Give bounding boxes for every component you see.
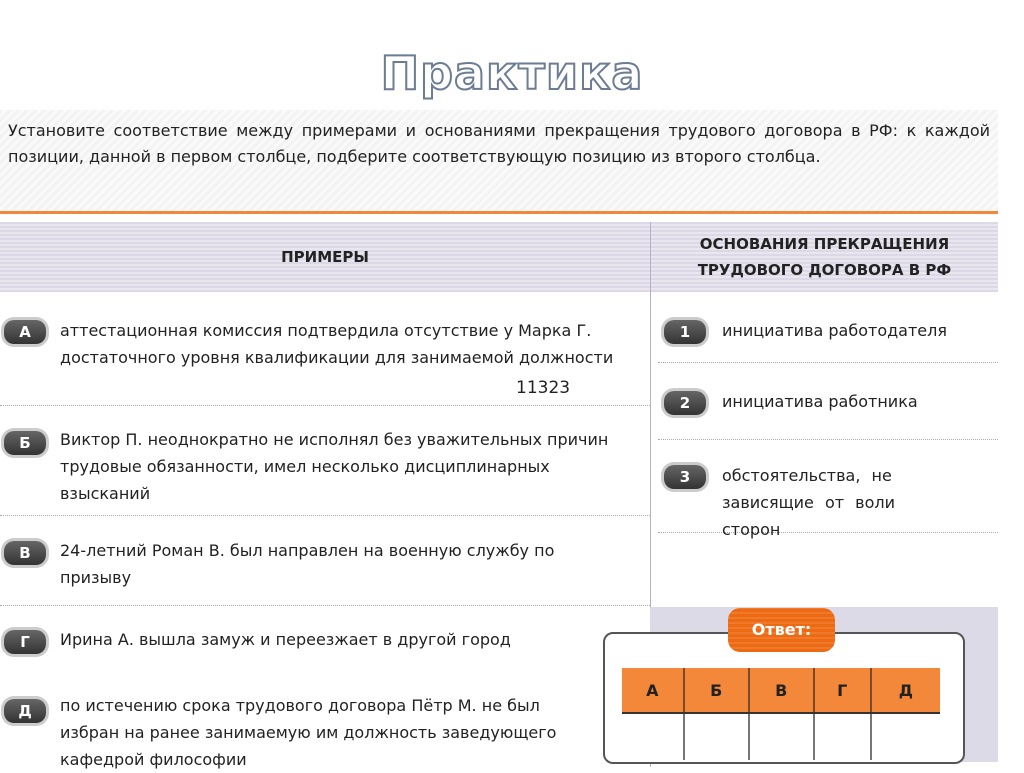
letter-badge: Б [4, 431, 46, 455]
ground-row-1: 1 инициатива работодателя [658, 300, 998, 363]
answer-cell[interactable] [683, 713, 750, 760]
example-text: по истечению срока трудового договора Пё… [60, 696, 557, 769]
ground-text: инициатива работодателя [722, 321, 947, 340]
example-text: Ирина А. вышла замуж и переезжает в друг… [60, 630, 511, 649]
number-badge: 3 [664, 465, 706, 489]
example-text: 24-летний Роман В. был направлен на воен… [60, 541, 555, 587]
number-badge: 2 [664, 391, 706, 415]
examples-header: ПРИМЕРЫ [0, 222, 650, 292]
answer-cell[interactable] [748, 713, 815, 760]
answer-col-header: Г [813, 668, 872, 714]
page-title: Практика [380, 45, 644, 101]
example-text: аттестационная комиссия подтвердила отсу… [60, 321, 614, 367]
letter-badge: В [4, 541, 46, 565]
answer-cell[interactable] [871, 713, 940, 760]
answer-col-header: Б [683, 668, 750, 714]
answer-col-header: Д [870, 668, 940, 714]
column-divider [650, 222, 651, 767]
ground-text: обстоятельства, не зависящие от воли сто… [722, 466, 895, 539]
number-badge: 1 [664, 320, 706, 344]
letter-badge: А [4, 320, 46, 344]
letter-badge: Д [4, 699, 46, 723]
instruction-text: Установите соответствие между примерами … [0, 110, 998, 214]
answer-col-header: В [748, 668, 815, 714]
example-text: Виктор П. неоднократно не исполнял без у… [60, 430, 609, 503]
example-row-d: Д по истечению срока трудового договора … [0, 681, 600, 769]
answer-cell[interactable] [813, 713, 872, 760]
handwritten-answer: 11323 [516, 378, 571, 398]
answer-table: А Б В Г Д [622, 668, 940, 760]
answer-col-header: А [622, 668, 685, 714]
ground-text: инициатива работника [722, 392, 918, 411]
letter-badge: Г [4, 630, 46, 654]
example-row-b: Б Виктор П. неоднократно не исполнял без… [0, 406, 650, 516]
example-row-g: Г Ирина А. вышла замуж и переезжает в др… [0, 606, 600, 680]
answer-label: Ответ: [728, 608, 835, 652]
grounds-header: ОСНОВАНИЯ ПРЕКРАЩЕНИЯ ТРУДОВОГО ДОГОВОРА… [651, 222, 998, 292]
ground-row-2: 2 инициатива работника [658, 363, 998, 440]
example-row-a: А аттестационная комиссия подтвердила от… [0, 300, 650, 406]
example-row-v: В 24-летний Роман В. был направлен на во… [0, 516, 650, 606]
ground-row-3: 3 обстоятельства, не зависящие от воли с… [658, 440, 998, 539]
answer-cell[interactable] [622, 713, 685, 760]
